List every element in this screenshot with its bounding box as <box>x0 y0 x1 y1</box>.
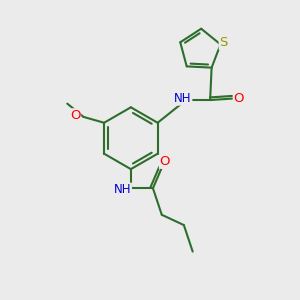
Text: O: O <box>70 109 80 122</box>
Text: O: O <box>160 155 170 168</box>
Text: NH: NH <box>114 183 131 196</box>
Text: O: O <box>233 92 244 105</box>
Text: S: S <box>219 36 228 50</box>
Text: NH: NH <box>174 92 192 105</box>
